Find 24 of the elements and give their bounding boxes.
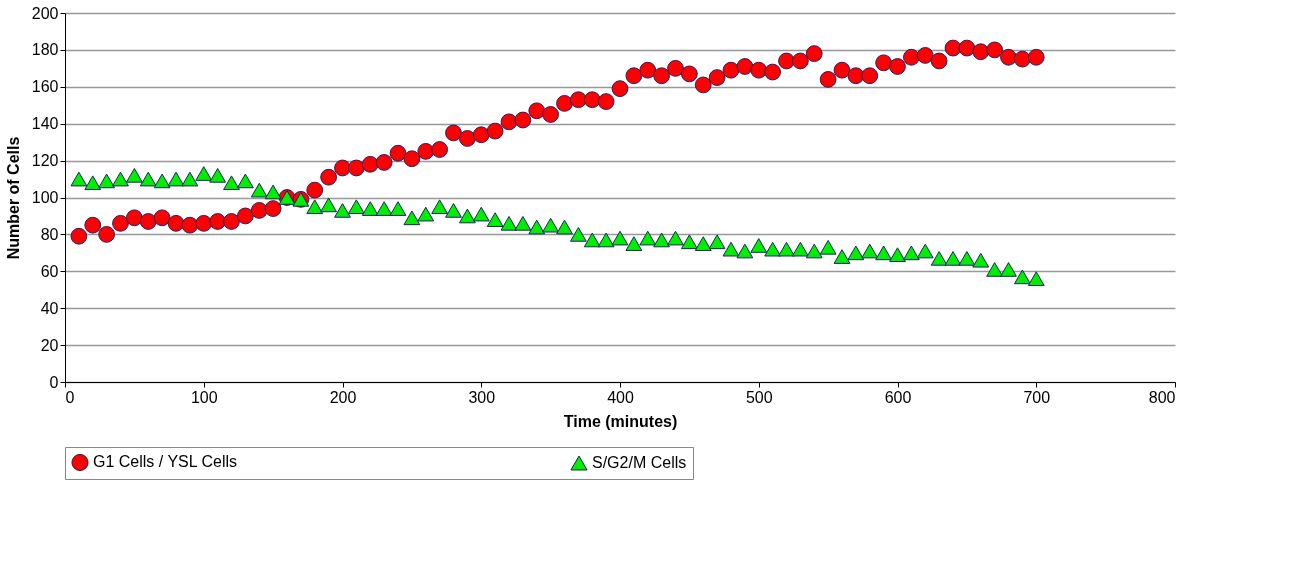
x-tick-label: 200 <box>329 388 357 406</box>
legend-label: S/G2/M Cells <box>592 454 687 472</box>
legend-label: G1 Cells / YSL Cells <box>93 453 238 471</box>
y-tick-label: 40 <box>40 299 59 317</box>
x-tick-label: 500 <box>745 388 773 406</box>
x-tick-label: 700 <box>1023 388 1051 406</box>
y-tick-label: 100 <box>31 189 59 206</box>
x-tick-label: 0 <box>65 388 75 406</box>
y-tick-label: 160 <box>31 78 59 96</box>
y-tick-label: 140 <box>31 115 59 133</box>
x-tick-label: 400 <box>607 388 634 406</box>
x-tick-label: 100 <box>190 388 218 406</box>
y-tick-label: 180 <box>31 41 59 59</box>
x-axis-title: Time (minutes) <box>563 412 678 430</box>
x-tick-label: 800 <box>1148 388 1176 406</box>
y-tick-label: 20 <box>40 336 59 354</box>
y-axis-title: Number of Cells <box>4 136 22 260</box>
y-tick-label: 80 <box>40 225 59 243</box>
x-tick-label: 600 <box>884 388 912 406</box>
y-tick-label: 0 <box>49 373 59 391</box>
y-tick-label: 200 <box>31 4 59 22</box>
y-tick-label: 60 <box>40 262 59 280</box>
y-tick-label: 120 <box>31 152 59 170</box>
x-tick-label: 300 <box>468 388 496 406</box>
